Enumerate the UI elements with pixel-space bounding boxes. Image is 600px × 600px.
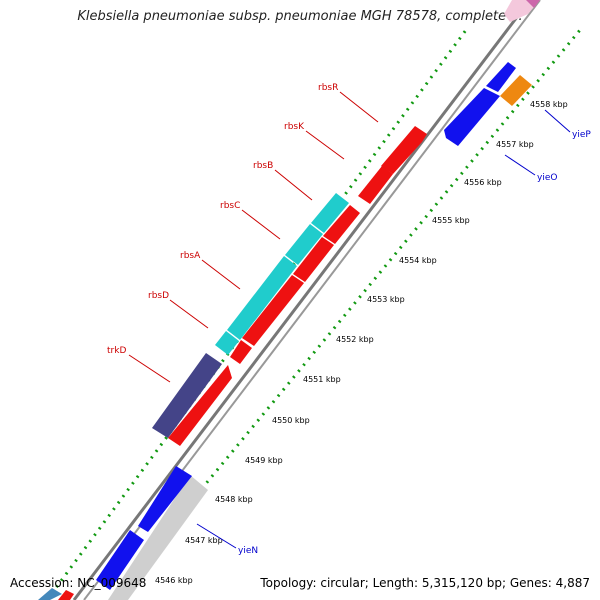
scale-tick-label: 4548 kbp: [215, 495, 253, 504]
gene-yieP: [486, 62, 516, 92]
scale-tick-label: 4552 kbp: [336, 335, 374, 344]
gene-rbsR: [381, 126, 427, 174]
gene-rbsC: [293, 237, 334, 282]
label-leader-line: [544, 109, 571, 133]
scale-tick-label: 4553 kbp: [367, 295, 405, 304]
backbone-forward: [72, 0, 532, 600]
rbsA-block: [227, 256, 297, 340]
map-title: Klebsiella pneumoniae subsp. pneumoniae …: [77, 9, 523, 24]
gene-labels: rbsR rbsK rbsB rbsC rbsA rbsD trkD yieP yieO yieN: [107, 83, 591, 556]
scale-tick-label: 4556 kbp: [464, 178, 502, 187]
reverse-genes: [96, 62, 532, 590]
gene-lower-blue: [96, 530, 144, 590]
gene-rbsA: [242, 275, 304, 346]
gene-label-rbsA: rbsA: [180, 251, 201, 261]
gene-yieO: [444, 88, 500, 146]
scale-tick-label: 4549 kbp: [245, 456, 283, 465]
gene-orange: [500, 75, 532, 106]
gene-label-yieO: yieO: [537, 173, 557, 183]
gene-label-yieP: yieP: [572, 130, 591, 140]
label-leader-line: [196, 523, 237, 549]
gene-label-trkD: trkD: [107, 346, 126, 356]
forward-genes: [168, 126, 427, 446]
scale-ticks: 4546 kbp 4547 kbp 4548 kbp 4549 kbp 4550 kbp…: [155, 100, 568, 585]
gene-rbsD: [230, 340, 252, 364]
gray-gene-block: [108, 475, 208, 600]
rbsD-block: [215, 331, 239, 355]
gene-label-rbsR: rbsR: [318, 83, 338, 93]
gene-yieN: [138, 466, 192, 532]
rbsB-block: [311, 193, 349, 233]
rbs-operon-blocks: [215, 193, 349, 355]
scale-tick-label: 4555 kbp: [432, 216, 470, 225]
bottom-left-fragments: [38, 588, 74, 600]
accession-text: Accession: NC_009648: [10, 576, 147, 590]
top-fragment: [504, 0, 540, 22]
scale-tick-label: 4557 kbp: [496, 140, 534, 149]
scale-tick-label: 4551 kbp: [303, 375, 341, 384]
outer-tick-band: [108, 29, 582, 600]
label-leader-line: [274, 169, 313, 201]
scale-tick-label: 4550 kbp: [272, 416, 310, 425]
label-leader-line: [128, 354, 171, 383]
gene-label-rbsK: rbsK: [284, 122, 305, 132]
label-leader-line: [504, 154, 536, 176]
label-leader-line: [169, 299, 209, 329]
gene-rbsK: [358, 166, 393, 204]
label-leader-line: [305, 130, 345, 160]
label-leader-line: [241, 209, 281, 240]
rbsC-block: [285, 224, 323, 265]
scale-tick-label: 4554 kbp: [399, 256, 437, 265]
gene-label-rbsD: rbsD: [148, 291, 169, 301]
gene-label-rbsC: rbsC: [220, 201, 240, 211]
label-leader-line: [339, 91, 379, 123]
gene-label-rbsB: rbsB: [253, 161, 273, 171]
scale-tick-label: 4547 kbp: [185, 536, 223, 545]
label-leader-line: [201, 259, 241, 290]
gene-trkD: [168, 365, 232, 446]
scale-tick-label: 4558 kbp: [530, 100, 568, 109]
gene-rbsB: [323, 205, 360, 244]
gene-label-yieN: yieN: [238, 546, 258, 556]
scale-tick-label: 4546 kbp: [155, 576, 193, 585]
genome-summary-text: Topology: circular; Length: 5,315,120 bp…: [260, 576, 590, 590]
trkD-block: [152, 353, 222, 438]
